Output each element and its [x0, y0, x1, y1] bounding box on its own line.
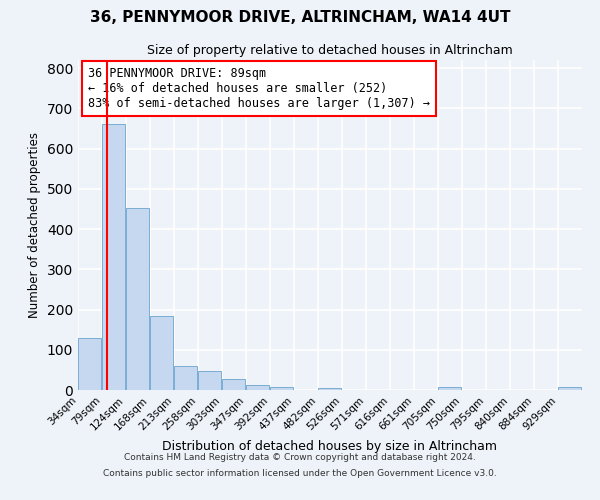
- Bar: [126, 208, 149, 390]
- Bar: [150, 316, 173, 390]
- Bar: [102, 124, 125, 390]
- Text: 36 PENNYMOOR DRIVE: 89sqm
← 16% of detached houses are smaller (252)
83% of semi: 36 PENNYMOOR DRIVE: 89sqm ← 16% of detac…: [88, 66, 430, 110]
- Text: Contains HM Land Registry data © Crown copyright and database right 2024.: Contains HM Land Registry data © Crown c…: [124, 454, 476, 462]
- Bar: [558, 387, 581, 390]
- Bar: [174, 366, 197, 390]
- Bar: [270, 387, 293, 390]
- X-axis label: Distribution of detached houses by size in Altrincham: Distribution of detached houses by size …: [163, 440, 497, 453]
- Bar: [318, 388, 341, 390]
- Text: 36, PENNYMOOR DRIVE, ALTRINCHAM, WA14 4UT: 36, PENNYMOOR DRIVE, ALTRINCHAM, WA14 4U…: [90, 10, 510, 25]
- Bar: [438, 387, 461, 390]
- Bar: [222, 379, 245, 390]
- Bar: [78, 338, 101, 390]
- Bar: [198, 371, 221, 390]
- Y-axis label: Number of detached properties: Number of detached properties: [28, 132, 41, 318]
- Bar: [246, 385, 269, 390]
- Title: Size of property relative to detached houses in Altrincham: Size of property relative to detached ho…: [147, 44, 513, 58]
- Text: Contains public sector information licensed under the Open Government Licence v3: Contains public sector information licen…: [103, 468, 497, 477]
